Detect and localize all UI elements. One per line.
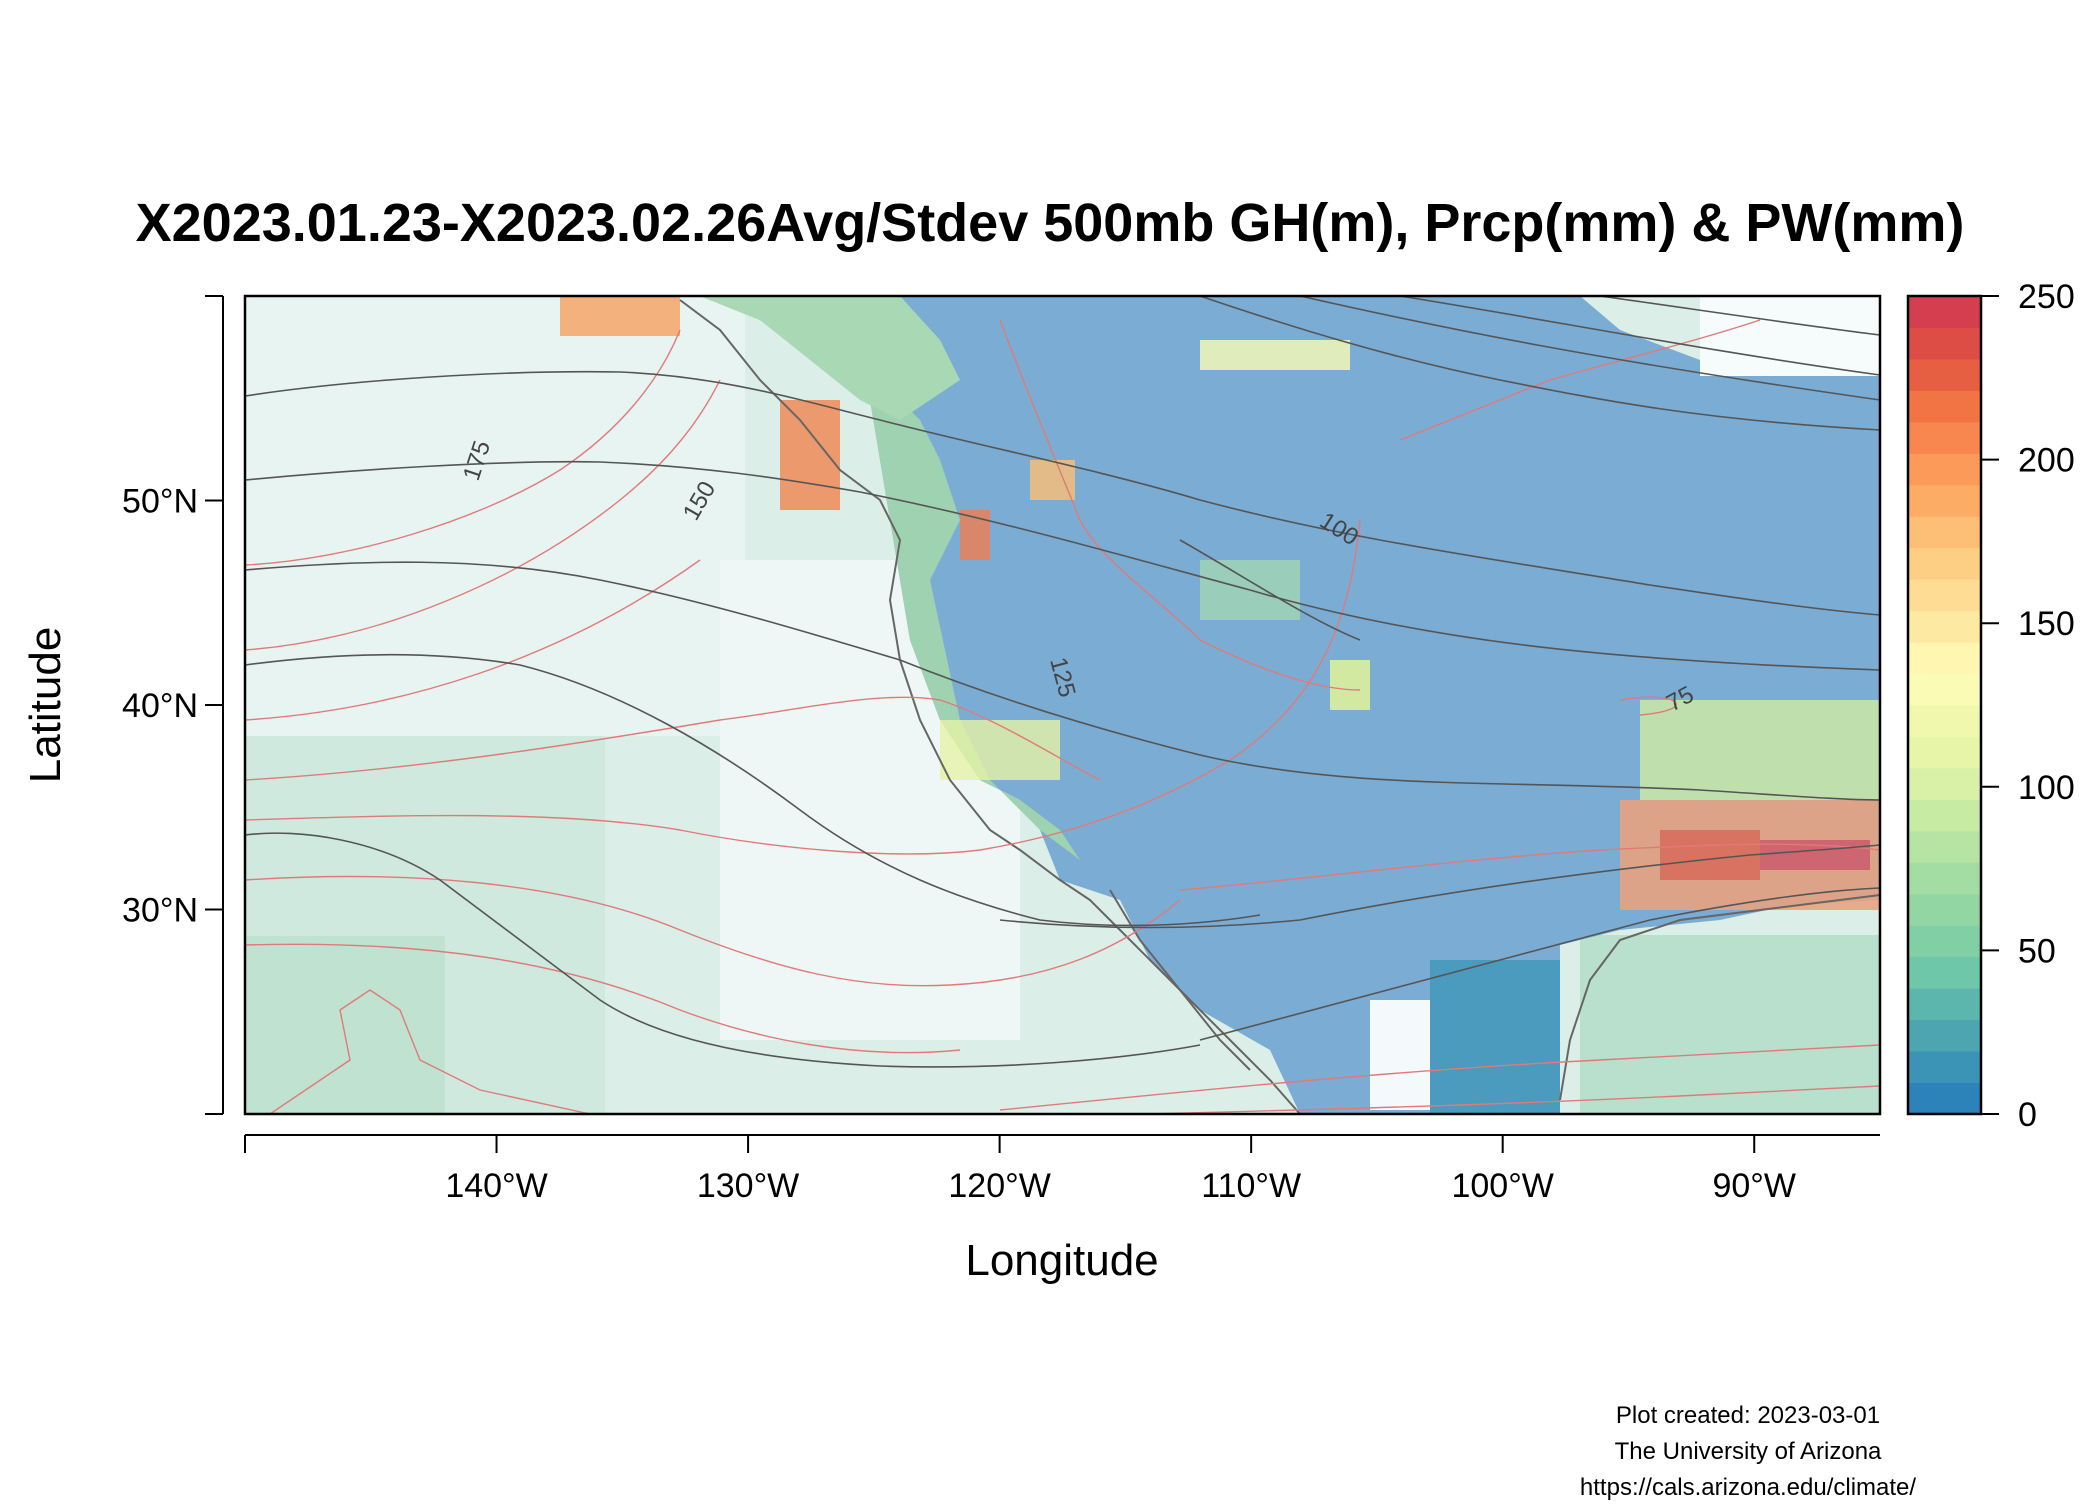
gulf-area: [1580, 935, 1880, 1114]
colorbar-swatch: [1908, 956, 1981, 989]
colorbar-tick-label: 250: [2018, 278, 2075, 316]
colorbar-swatch: [1908, 705, 1981, 737]
plot-title: X2023.01.23-X2023.02.26Avg/Stdev 500mb G…: [135, 193, 1965, 253]
colorbar-swatch: [1908, 830, 1981, 863]
colorbar-tick-label: 200: [2018, 442, 2075, 480]
ocean-far-southwest: [245, 936, 445, 1114]
colorbar-swatch: [1908, 862, 1981, 895]
x-tick-label: 140°W: [445, 1167, 547, 1205]
colorbar-swatch: [1908, 893, 1981, 926]
colorbar-swatch: [1908, 925, 1981, 958]
colorbar-swatch: [1908, 327, 1981, 360]
precip-patch-bc-coast: [780, 400, 840, 510]
precip-patch-ohio: [1640, 700, 1880, 800]
precip-patch-bc-north: [560, 296, 680, 336]
colorbar-swatch: [1908, 1082, 1981, 1115]
colorbar: [1908, 296, 1981, 1115]
credit-institution: The University of Arizona: [1614, 1438, 1882, 1465]
precip-patch-canada-north: [1200, 340, 1350, 370]
gh-contours: [245, 296, 1880, 1068]
colorbar-frame: [1906, 294, 1983, 1116]
colorbar-tick-label: 0: [2018, 1096, 2037, 1134]
y-tick-label: 40°N: [122, 687, 198, 725]
colorbar-swatch: [1908, 1019, 1981, 1052]
northeast-white: [1700, 296, 1880, 376]
credit-url: https://cals.arizona.edu/climate/: [1579, 1474, 1917, 1501]
mexico-low: [1430, 960, 1560, 1114]
mexico-white: [1370, 1000, 1430, 1110]
colorbar-swatch: [1908, 358, 1981, 391]
precip-patch-wa: [960, 510, 990, 560]
precip-patch-bc-interior: [1030, 460, 1075, 500]
colorbar-swatch: [1908, 421, 1981, 454]
x-tick-label: 90°W: [1712, 1167, 1796, 1205]
colorbar-swatch: [1908, 484, 1981, 517]
land-region: [700, 296, 1880, 1114]
x-tick-label: 130°W: [697, 1167, 799, 1205]
x-axis-title: Longitude: [965, 1236, 1158, 1285]
map-frame: [243, 294, 1882, 1116]
y-tick-label: 30°N: [122, 892, 198, 930]
pw-contours: [245, 319, 1880, 1114]
colorbar-swatch: [1908, 673, 1981, 706]
colorbar-swatch: [1908, 642, 1981, 675]
colorbar-tick-label: 100: [2018, 769, 2075, 807]
precip-patch-rockies: [1330, 660, 1370, 710]
credits: Plot created: 2023-03-01 The University …: [1448, 1398, 2048, 1506]
x-tick-label: 120°W: [948, 1167, 1050, 1205]
y-tick-label: 50°N: [122, 483, 198, 521]
bc-coast-band: [700, 296, 960, 420]
colorbar-swatch: [1908, 767, 1981, 800]
colorbar-swatch: [1908, 610, 1981, 643]
colorbar-swatch: [1908, 547, 1981, 580]
colorbar-swatch: [1908, 516, 1981, 549]
x-tick-label: 110°W: [1201, 1167, 1301, 1205]
colorbar-swatch: [1908, 799, 1981, 832]
precip-field: [245, 296, 1880, 1114]
colorbar-swatch: [1908, 579, 1981, 612]
x-axis: 140°W 130°W 120°W 110°W 100°W 90°W: [244, 1134, 1880, 1205]
x-tick-label: 100°W: [1451, 1167, 1553, 1205]
colorbar-tick-label: 50: [2018, 932, 2056, 970]
colorbar-swatch: [1908, 1051, 1981, 1084]
colorbar-swatch: [1908, 988, 1981, 1021]
colorbar-tick-label: 150: [2018, 605, 2075, 643]
colorbar-swatch: [1908, 390, 1981, 423]
colorbar-swatch: [1908, 296, 1981, 328]
gulf-coastline: [1559, 894, 1880, 1101]
y-axis: 30°N 40°N 50°N: [122, 295, 224, 1115]
colorbar-ticks: 0 50 100 150 200 250: [1981, 278, 2075, 1134]
y-axis-title: Latitude: [21, 627, 70, 784]
colorbar-swatch: [1908, 453, 1981, 486]
baja-coastline: [1109, 889, 1251, 1071]
precip-patch-sierra: [940, 720, 1060, 780]
credit-date: Plot created: 2023-03-01: [1615, 1402, 1881, 1429]
ocean-west-light: [245, 296, 745, 736]
colorbar-swatch: [1908, 736, 1981, 769]
